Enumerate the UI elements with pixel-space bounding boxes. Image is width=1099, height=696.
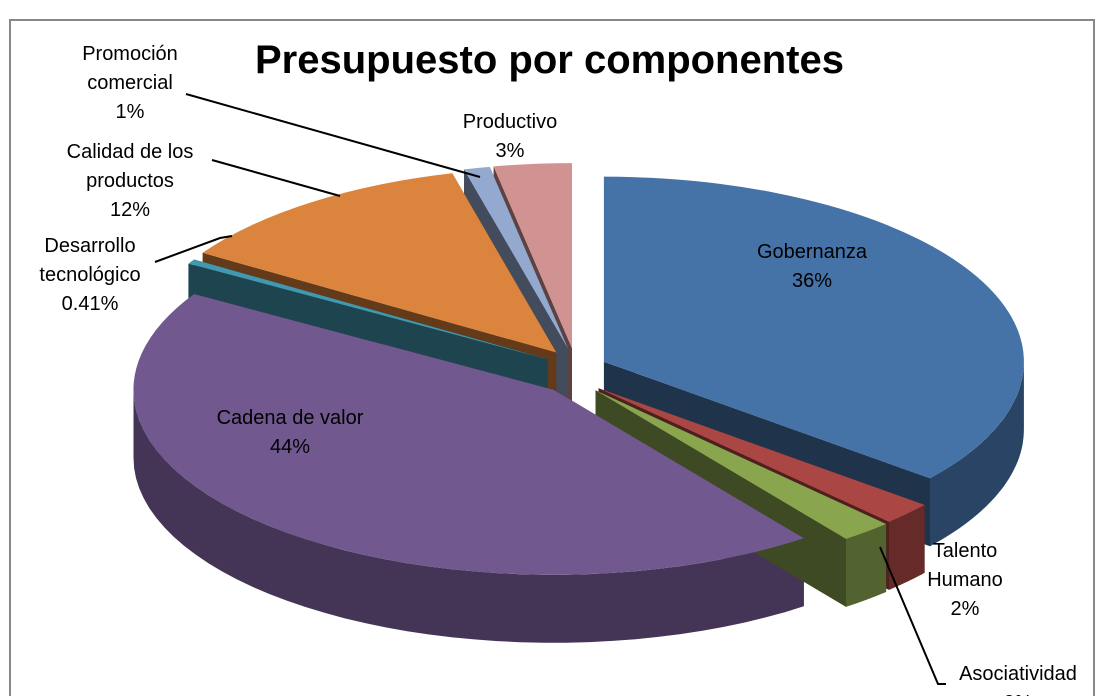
value-label: 0.41% — [61, 293, 119, 315]
value-label: 36% — [791, 270, 833, 292]
pie — [133, 163, 1024, 643]
value-label: 3% — [495, 140, 525, 162]
data-label: Calidad de los productos 12% — [43, 138, 218, 225]
leader-lines — [154, 93, 946, 685]
category-label: Desarrollo tecnológico — [39, 235, 141, 286]
data-label: Cadena de valor 44% — [190, 404, 390, 462]
slice — [603, 176, 1024, 479]
category-label: Promoción comercial — [82, 43, 178, 94]
slice-wall — [846, 524, 887, 607]
slice — [202, 173, 557, 353]
category-label: Productivo — [462, 111, 558, 133]
slice — [133, 294, 804, 575]
leader-line — [154, 235, 233, 263]
category-label: Asociatividad — [959, 663, 1077, 685]
value-label: 2% — [933, 689, 1099, 696]
category-label: Cadena de valor — [216, 407, 364, 429]
value-label: 44% — [269, 436, 311, 458]
data-label: Productivo 3% — [440, 108, 580, 166]
data-label: Gobernanza 36% — [732, 238, 892, 296]
value-label: 12% — [109, 199, 151, 221]
slice — [595, 390, 887, 539]
slice — [464, 166, 569, 349]
data-label: Promoción comercial 1% — [65, 40, 195, 127]
slice-wall — [930, 361, 1024, 547]
leader-line — [211, 159, 341, 197]
value-label: 2% — [950, 598, 980, 620]
slice-wall — [133, 389, 804, 643]
leader-line — [879, 546, 946, 685]
slice — [493, 163, 573, 349]
category-label: Talento Humano — [927, 540, 1003, 591]
category-label: Calidad de los productos — [66, 141, 194, 192]
data-label: Talento Humano 2% — [910, 537, 1020, 624]
value-label: 1% — [115, 101, 145, 123]
slice — [598, 388, 925, 522]
data-label: Desarrollo tecnológico 0.41% — [15, 232, 165, 319]
leader-line — [185, 93, 481, 178]
slice-wall — [889, 504, 925, 590]
category-label: Gobernanza — [756, 241, 868, 263]
slice — [188, 259, 548, 360]
data-label: Asociatividad 2% — [933, 660, 1099, 696]
chart-title: Presupuesto por componentes — [255, 38, 844, 82]
